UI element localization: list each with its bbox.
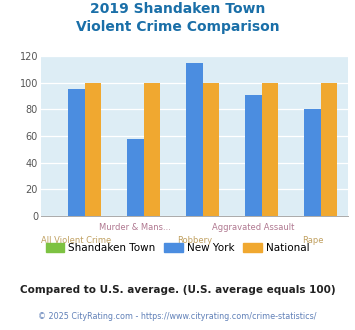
Bar <box>68 89 84 216</box>
Text: Robbery: Robbery <box>177 236 212 245</box>
Text: Compared to U.S. average. (U.S. average equals 100): Compared to U.S. average. (U.S. average … <box>20 285 335 295</box>
Text: All Violent Crime: All Violent Crime <box>41 236 111 245</box>
Bar <box>304 110 321 216</box>
Bar <box>84 83 101 216</box>
Text: Rape: Rape <box>302 236 323 245</box>
Bar <box>245 95 262 216</box>
Bar <box>186 63 203 216</box>
Text: Aggravated Assault: Aggravated Assault <box>212 223 295 232</box>
Bar <box>321 83 337 216</box>
Text: 2019 Shandaken Town: 2019 Shandaken Town <box>90 2 265 16</box>
Legend: Shandaken Town, New York, National: Shandaken Town, New York, National <box>42 239 313 257</box>
Bar <box>203 83 219 216</box>
Bar <box>143 83 160 216</box>
Text: Violent Crime Comparison: Violent Crime Comparison <box>76 20 279 34</box>
Text: Murder & Mans...: Murder & Mans... <box>99 223 171 232</box>
Text: © 2025 CityRating.com - https://www.cityrating.com/crime-statistics/: © 2025 CityRating.com - https://www.city… <box>38 312 317 321</box>
Bar <box>127 139 143 216</box>
Bar <box>262 83 278 216</box>
